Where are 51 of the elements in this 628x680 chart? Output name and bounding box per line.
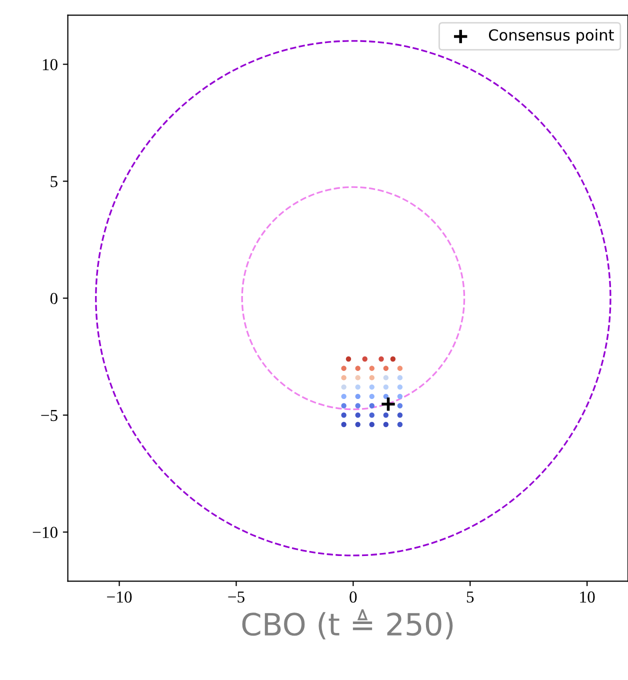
point [341,394,346,400]
point [397,384,403,390]
point [355,412,360,418]
x-tick-label: 0 [350,591,357,603]
point [383,394,389,400]
point [383,366,389,371]
point [390,356,396,362]
point [355,422,360,428]
point [383,375,389,380]
point [341,403,346,408]
y-tick-label: −5 [41,410,58,422]
point [355,366,360,371]
y-tick-label: 5 [50,176,58,188]
point [355,375,360,380]
point [341,422,346,428]
point [397,422,403,428]
x-tick-label: −5 [228,592,244,603]
point [397,403,403,408]
x-tick-label: 5 [466,592,474,603]
point [369,394,374,400]
point [383,384,389,390]
point [355,403,360,408]
point [369,403,374,408]
point [383,422,389,428]
point [369,422,374,428]
point [346,356,352,362]
point [369,412,374,418]
point [397,366,403,371]
point [341,412,346,418]
y-tick-label: 10 [42,58,58,70]
point [383,412,389,418]
point [362,356,368,362]
y-tick-label: 0 [50,292,58,304]
x-axis-title: CBO (t ≜ 250) [242,609,453,640]
point [397,412,403,418]
point [369,384,374,390]
point [369,366,374,371]
y-tick-label: −10 [32,526,58,538]
point [341,384,346,390]
point [341,366,346,371]
point [369,375,374,380]
x-tick-label: 10 [580,591,595,603]
x-tick-label: −10 [107,591,132,603]
point [378,356,384,362]
point [341,375,346,380]
point [355,384,360,390]
legend-label: Consensus point [488,28,614,44]
point [397,375,403,380]
point [397,394,403,400]
point [355,394,360,400]
point [380,396,396,412]
